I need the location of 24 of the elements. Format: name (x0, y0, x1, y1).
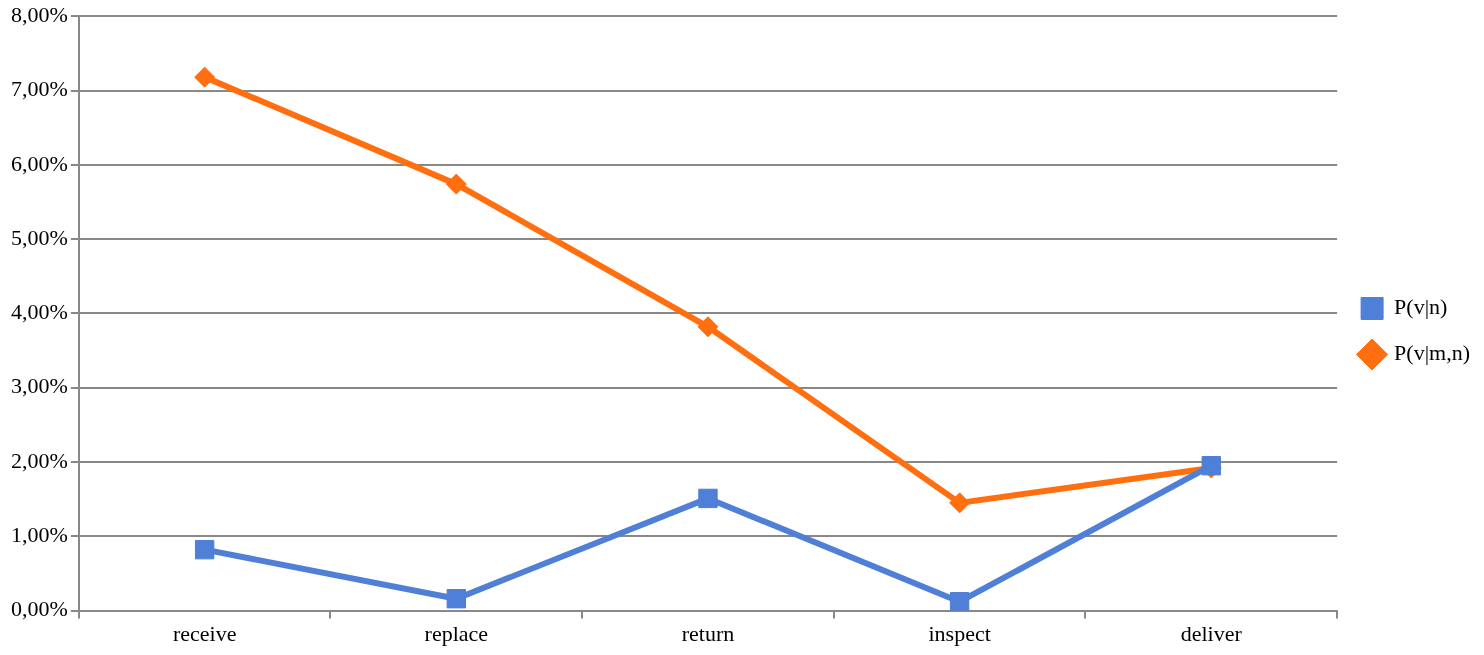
y-tick-label: 8,00% (11, 1, 68, 27)
legend-label: P(v|n) (1394, 294, 1448, 320)
x-tick-label: inspect (928, 620, 991, 646)
x-tick-label: deliver (1180, 620, 1243, 646)
y-tick-label: 2,00% (11, 447, 68, 473)
y-tick-label: 1,00% (11, 522, 68, 548)
point (194, 66, 216, 88)
y-tick-label: 4,00% (11, 299, 68, 325)
y-tick-label: 5,00% (11, 224, 68, 250)
y-tick-label: 3,00% (11, 373, 68, 399)
y-tick-label: 0,00% (11, 596, 68, 622)
point (697, 316, 719, 338)
point (446, 589, 466, 609)
y-tick-label: 6,00% (11, 150, 68, 176)
point (698, 488, 718, 509)
x-tick-label: receive (172, 620, 237, 646)
point (949, 492, 971, 514)
point (949, 591, 970, 611)
point (194, 539, 215, 560)
x-tick-label: replace (424, 620, 489, 646)
y-tick-label: 7,00% (11, 76, 68, 102)
legend-label: P(v|m,n) (1394, 340, 1470, 366)
x-tick-label: return (681, 620, 735, 646)
point (445, 173, 467, 195)
